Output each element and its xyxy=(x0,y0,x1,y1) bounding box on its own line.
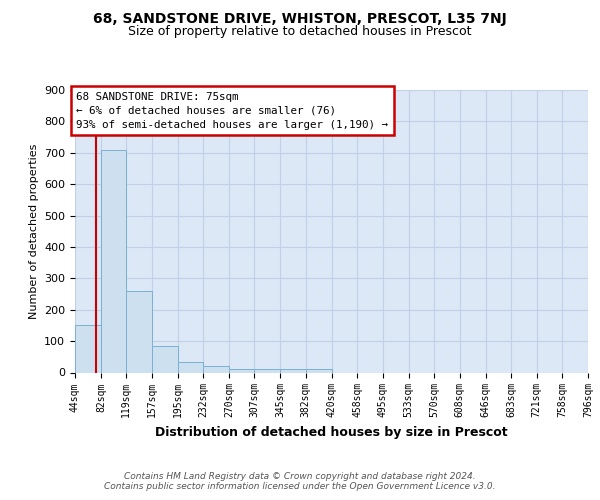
Bar xyxy=(75,326,101,372)
Bar xyxy=(229,370,254,372)
Text: Contains HM Land Registry data © Crown copyright and database right 2024.
Contai: Contains HM Land Registry data © Crown c… xyxy=(104,472,496,491)
Bar xyxy=(178,362,203,372)
Bar xyxy=(280,370,305,372)
Bar xyxy=(126,291,152,372)
Text: Size of property relative to detached houses in Prescot: Size of property relative to detached ho… xyxy=(128,24,472,38)
Bar xyxy=(152,346,178,372)
Bar xyxy=(254,370,280,372)
Bar xyxy=(101,150,126,372)
X-axis label: Distribution of detached houses by size in Prescot: Distribution of detached houses by size … xyxy=(155,426,508,439)
Y-axis label: Number of detached properties: Number of detached properties xyxy=(29,144,38,319)
Bar xyxy=(203,366,229,372)
Text: 68 SANDSTONE DRIVE: 75sqm
← 6% of detached houses are smaller (76)
93% of semi-d: 68 SANDSTONE DRIVE: 75sqm ← 6% of detach… xyxy=(76,92,388,130)
Bar xyxy=(305,370,331,372)
Text: 68, SANDSTONE DRIVE, WHISTON, PRESCOT, L35 7NJ: 68, SANDSTONE DRIVE, WHISTON, PRESCOT, L… xyxy=(93,12,507,26)
